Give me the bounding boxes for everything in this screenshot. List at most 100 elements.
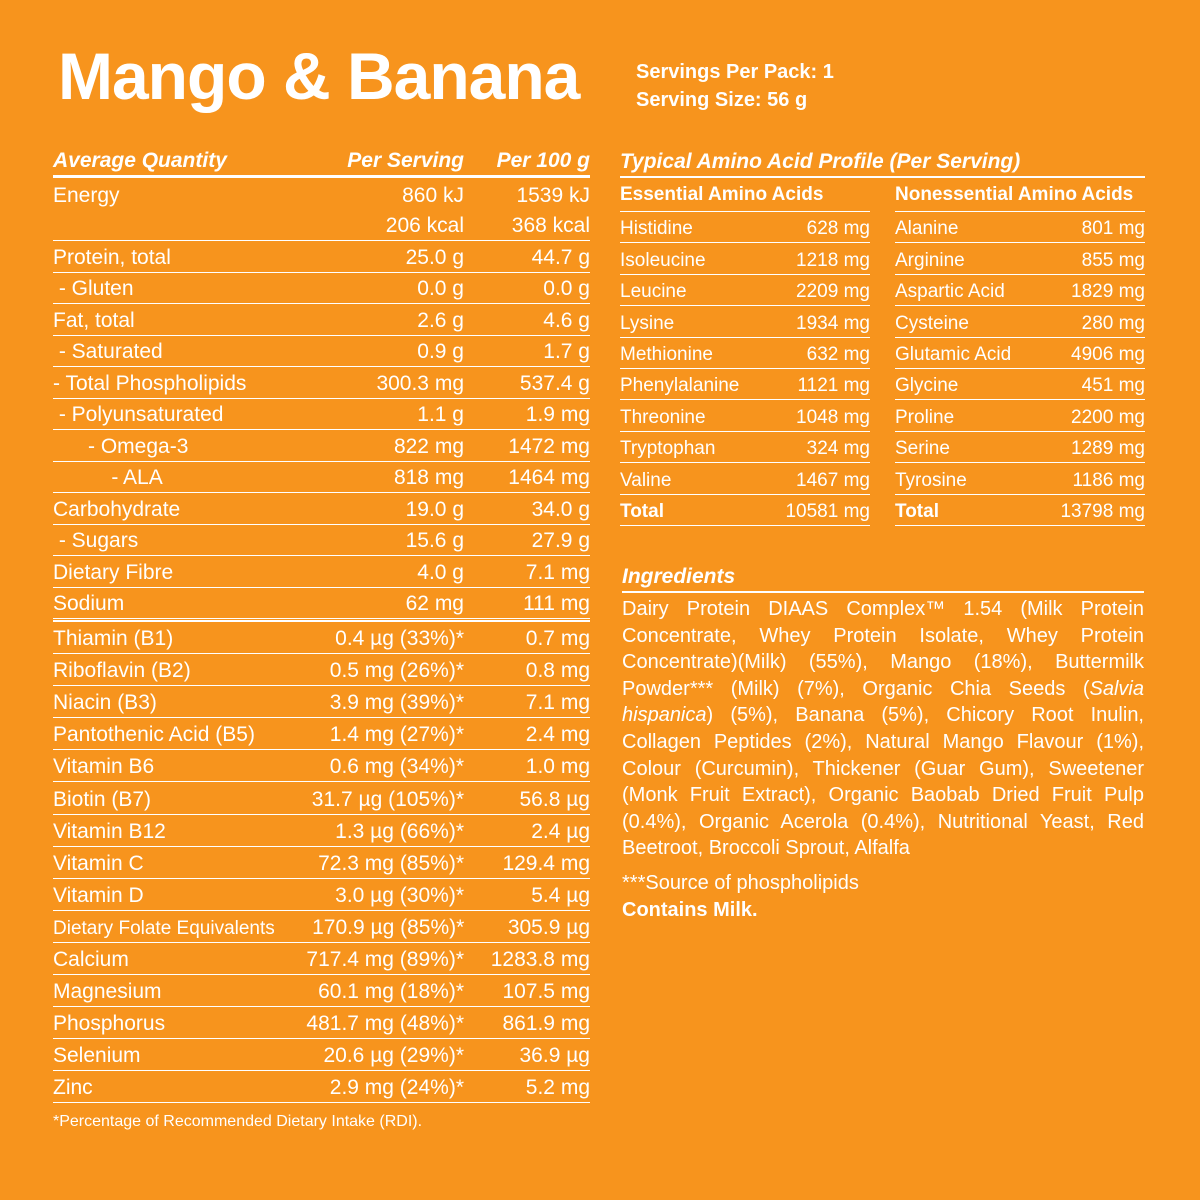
- nutrient-name: Biotin (B7): [53, 787, 152, 811]
- amino-amount: 280 mg: [1081, 312, 1145, 334]
- amino-name: Alanine: [895, 218, 959, 240]
- per-100g-value: 56.8 µg: [519, 787, 591, 811]
- amino-name: Arginine: [895, 249, 965, 271]
- nutrient-name: - ALA: [53, 466, 163, 489]
- nutrient-name: - Omega-3: [53, 434, 189, 458]
- amino-name: Valine: [620, 469, 672, 491]
- nutrient-name: Zinc: [53, 1076, 93, 1100]
- phospholipid-note: ***Source of phospholipids: [622, 871, 859, 894]
- amino-name: Total: [895, 500, 939, 522]
- per-serving-value: 4.0 g: [417, 560, 464, 584]
- per-100g-value: 1283.8 mg: [490, 948, 590, 972]
- amino-amount: 1829 mg: [1071, 281, 1145, 303]
- nutrient-name: - Gluten: [53, 277, 134, 300]
- amino-name: Aspartic Acid: [895, 281, 1005, 303]
- per-serving-value: 300.3 mg: [376, 371, 464, 395]
- amino-acid-profile: Typical Amino Acid Profile (Per Serving)…: [620, 150, 1145, 526]
- per-100g-value: 0.8 mg: [525, 659, 590, 683]
- nutrient-row: Sodium 62 mg 111 mg: [53, 588, 590, 619]
- nutrition-header: Average Quantity Per Serving Per 100 g: [53, 146, 590, 178]
- per-100g-value: 0.7 mg: [525, 627, 590, 651]
- serving-size: Serving Size: 56 g: [636, 89, 808, 111]
- amino-amount: 1121 mg: [797, 375, 870, 397]
- amino-name: Cysteine: [895, 312, 969, 334]
- amino-row: Total 13798 mg: [895, 495, 1145, 526]
- amino-amount: 2200 mg: [1071, 406, 1145, 428]
- amino-row: Phenylalanine 1121 mg: [620, 369, 870, 401]
- amino-amount: 1218 mg: [796, 249, 870, 271]
- nutrient-name: - Sugars: [53, 529, 139, 552]
- ingredients-text-part: ) (5%), Banana (5%), Chicory Root Inulin…: [622, 704, 1144, 860]
- amino-amount: 801 mg: [1081, 218, 1145, 240]
- per-100g-value: 1472 mg: [508, 434, 590, 458]
- per-serving-value: 25.0 g: [405, 245, 464, 269]
- amino-row: Cysteine 280 mg: [895, 306, 1145, 338]
- nutrient-name: Phosphorus: [53, 1012, 166, 1036]
- header-per-100g: Per 100 g: [496, 148, 590, 172]
- amino-name: Tyrosine: [895, 469, 967, 491]
- per-100g-value: 7.1 mg: [525, 691, 590, 715]
- amino-row: Glycine 451 mg: [895, 369, 1145, 401]
- per-serving-value: 3.9 mg (39%)*: [329, 691, 464, 715]
- nutrient-name: Magnesium: [53, 980, 162, 1004]
- header-per-serving: Per Serving: [347, 148, 464, 172]
- per-100g-value: 2.4 µg: [531, 819, 590, 843]
- amino-amount: 13798 mg: [1060, 500, 1145, 522]
- per-100g-value: 36.9 µg: [519, 1044, 591, 1068]
- amino-name: Glycine: [895, 375, 959, 397]
- nonessential-heading: Nonessential Amino Acids: [895, 184, 1145, 212]
- nutrient-row: - ALA 818 mg 1464 mg: [53, 462, 590, 493]
- nutrient-name: - Polyunsaturated: [53, 403, 224, 426]
- amino-name: Methionine: [620, 343, 713, 365]
- nutrient-name: Vitamin C: [53, 851, 144, 875]
- per-serving-value: 2.9 mg (24%)*: [329, 1076, 464, 1100]
- nutrient-row: Protein, total 25.0 g 44.7 g: [53, 241, 590, 273]
- amino-title: Typical Amino Acid Profile (Per Serving): [620, 150, 1145, 178]
- per-serving-value: 2.6 g: [417, 308, 464, 332]
- amino-amount: 10581 mg: [785, 500, 870, 522]
- nutrient-row: Niacin (B3) 3.9 mg (39%)* 7.1 mg: [53, 686, 590, 719]
- nutrient-name: Energy: [53, 183, 120, 207]
- amino-amount: 4906 mg: [1071, 343, 1145, 365]
- amino-amount: 451 mg: [1081, 375, 1145, 397]
- rdi-footnote: *Percentage of Recommended Dietary Intak…: [53, 1113, 423, 1131]
- per-100g-value: 1.9 mg: [525, 403, 590, 426]
- amino-row: Alanine 801 mg: [895, 212, 1145, 244]
- allergen-statement: Contains Milk.: [622, 898, 758, 921]
- amino-amount: 1186 mg: [1072, 469, 1145, 491]
- serving-info: Servings Per Pack: 1 Serving Size: 56 g: [636, 58, 834, 114]
- per-serving-value: 717.4 mg (89%)*: [306, 948, 464, 972]
- nutrient-name: Niacin (B3): [53, 691, 157, 715]
- amino-row: Tyrosine 1186 mg: [895, 463, 1145, 495]
- amino-row: Histidine 628 mg: [620, 212, 870, 244]
- nutrient-row: Vitamin B6 0.6 mg (34%)* 1.0 mg: [53, 750, 590, 783]
- nutrient-row: - Total Phospholipids 300.3 mg 537.4 g: [53, 367, 590, 399]
- amino-row: Leucine 2209 mg: [620, 275, 870, 307]
- amino-amount: 855 mg: [1081, 249, 1145, 271]
- nutrient-row: Pantothenic Acid (B5) 1.4 mg (27%)* 2.4 mg: [53, 718, 590, 751]
- amino-name: Leucine: [620, 281, 687, 303]
- amino-row: Serine 1289 mg: [895, 432, 1145, 464]
- nutrient-row: Thiamin (B1) 0.4 µg (33%)* 0.7 mg: [53, 622, 590, 655]
- essential-heading: Essential Amino Acids: [620, 184, 870, 212]
- per-100g-value: 861.9 mg: [502, 1012, 590, 1036]
- nutrient-row: Calcium 717.4 mg (89%)* 1283.8 mg: [53, 943, 590, 976]
- per-100g-value: 305.9 µg: [507, 915, 590, 939]
- amino-row: Methionine 632 mg: [620, 338, 870, 369]
- servings-per-pack: Servings Per Pack: 1: [636, 61, 834, 83]
- nutrient-row: - Omega-3 822 mg 1472 mg: [53, 430, 590, 462]
- amino-amount: 632 mg: [806, 343, 870, 365]
- amino-row: Isoleucine 1218 mg: [620, 243, 870, 275]
- amino-row: Lysine 1934 mg: [620, 306, 870, 338]
- per-100g-value: 1.7 g: [543, 340, 590, 363]
- ingredients-section: Ingredients Dairy Protein DIAAS Complex™…: [622, 565, 1144, 924]
- ingredients-text: Dairy Protein DIAAS Complex™ 1.54 (Milk …: [622, 596, 1144, 862]
- per-100g-value: 1464 mg: [508, 466, 590, 489]
- nutrient-row: - Polyunsaturated 1.1 g 1.9 mg: [53, 399, 590, 430]
- amino-name: Glutamic Acid: [895, 343, 1012, 365]
- nutrient-name: Pantothenic Acid (B5): [53, 723, 255, 747]
- product-title: Mango & Banana: [58, 39, 580, 113]
- nutrient-row: Selenium 20.6 µg (29%)* 36.9 µg: [53, 1039, 591, 1072]
- nutrient-name: Riboflavin (B2): [53, 659, 191, 683]
- per-serving-value: 15.6 g: [405, 529, 464, 552]
